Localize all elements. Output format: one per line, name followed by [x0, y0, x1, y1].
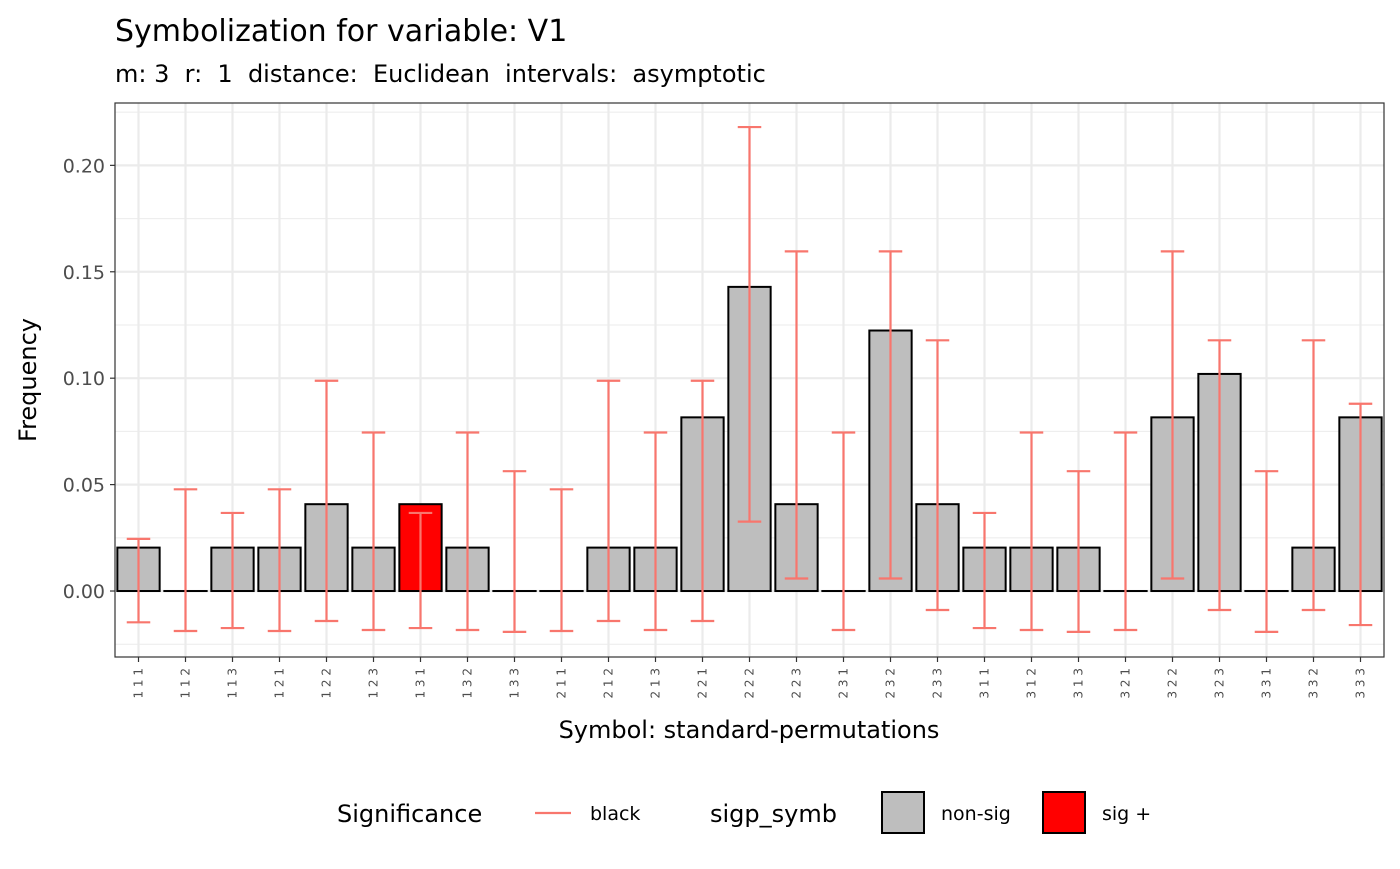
x-tick-label: 2 3 1 [837, 668, 851, 699]
x-tick-label: 2 2 2 [743, 668, 757, 699]
x-tick-label: 1 2 3 [367, 668, 381, 699]
legend-significance-item: black [590, 803, 640, 825]
x-tick-label: 2 1 3 [649, 668, 663, 699]
x-tick-label: 3 1 3 [1072, 668, 1086, 699]
legend-nonsig-key [882, 792, 924, 833]
x-tick-label: 1 3 2 [461, 668, 475, 699]
legend-sig-key [1043, 792, 1085, 833]
legend-significance-title: Significance [337, 800, 482, 828]
x-tick-label: 2 1 1 [555, 668, 569, 699]
chart-title: Symbolization for variable: V1 [115, 14, 567, 49]
y-tick-label: 0.15 [63, 262, 105, 284]
x-tick-label: 1 1 3 [226, 668, 240, 699]
errorbar [832, 432, 856, 630]
x-tick-label: 3 3 1 [1260, 668, 1274, 699]
errorbar [1114, 432, 1138, 630]
errorbar [550, 489, 574, 631]
y-axis: 0.00 0.05 0.10 0.15 0.20 [63, 155, 115, 603]
y-axis-title: Frequency [14, 318, 42, 442]
y-tick-label: 0.05 [63, 475, 105, 497]
legend-nonsig-label: non-sig [941, 803, 1011, 825]
x-tick-label: 1 3 3 [508, 668, 522, 699]
x-tick-label: 2 2 3 [790, 668, 804, 699]
errorbar [456, 432, 480, 630]
x-axis: 1 1 1 1 1 2 1 1 3 1 2 1 1 2 2 1 2 3 1 3 1 1 3 2… [132, 657, 1368, 699]
x-tick-label: 2 3 2 [884, 668, 898, 699]
y-tick-label: 0.00 [63, 581, 105, 603]
x-tick-label: 1 2 1 [273, 668, 287, 699]
y-tick-label: 0.10 [63, 368, 105, 390]
x-tick-label: 3 2 1 [1119, 668, 1133, 699]
legend: Significance black sigp_symb non-sig sig… [337, 792, 1151, 833]
legend-fill-title: sigp_symb [710, 800, 837, 828]
x-tick-label: 3 2 3 [1213, 668, 1227, 699]
chart-subtitle: m: 3 r: 1 distance: Euclidean intervals:… [115, 60, 766, 88]
errorbar [1255, 471, 1279, 632]
x-tick-label: 2 1 2 [602, 668, 616, 699]
errorbar [362, 432, 386, 630]
x-tick-label: 1 3 1 [414, 668, 428, 699]
x-tick-label: 3 2 2 [1166, 668, 1180, 699]
errorbar [644, 432, 668, 630]
errorbar [503, 471, 527, 632]
errorbar [174, 489, 198, 631]
x-tick-label: 3 3 2 [1307, 668, 1321, 699]
errorbar [1020, 432, 1044, 630]
x-tick-label: 2 2 1 [696, 668, 710, 699]
y-tick-label: 0.20 [63, 155, 105, 177]
x-tick-label: 1 1 2 [179, 668, 193, 699]
legend-sig-label: sig + [1102, 803, 1151, 825]
x-tick-label: 3 3 3 [1354, 668, 1368, 699]
x-tick-label: 2 3 3 [931, 668, 945, 699]
x-tick-label: 3 1 2 [1025, 668, 1039, 699]
x-tick-label: 3 1 1 [978, 668, 992, 699]
x-tick-label: 1 1 1 [132, 668, 146, 699]
x-axis-title: Symbol: standard-permutations [559, 716, 940, 744]
x-tick-label: 1 2 2 [320, 668, 334, 699]
